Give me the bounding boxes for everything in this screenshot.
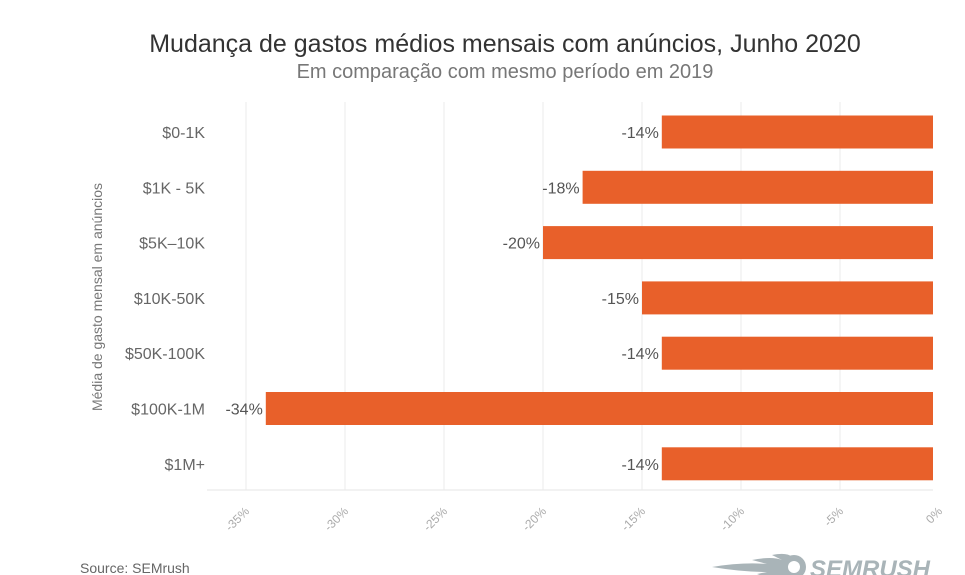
- data-label: -14%: [621, 346, 658, 363]
- data-label: -15%: [602, 291, 639, 308]
- data-label: -20%: [503, 236, 540, 253]
- data-label: -14%: [621, 125, 658, 142]
- bar: [543, 226, 933, 260]
- x-tick-label: -25%: [420, 504, 450, 534]
- bar: [661, 115, 933, 149]
- y-tick-label: $100K-1M: [131, 402, 205, 419]
- bar: [265, 392, 933, 425]
- logo-text: SEMRUSH: [810, 556, 931, 575]
- x-tick-label: -5%: [821, 504, 846, 529]
- x-tick-label: -10%: [717, 504, 747, 534]
- data-label: -14%: [621, 457, 658, 474]
- semrush-logo: SEMRUSH: [712, 553, 931, 575]
- y-tick-label: $5K–10K: [139, 236, 205, 253]
- x-tick-label: -15%: [618, 504, 648, 534]
- bar: [582, 170, 933, 204]
- y-tick-label: $1M+: [165, 457, 205, 474]
- source-note: Source: SEMrush: [80, 560, 190, 575]
- data-label: -34%: [225, 402, 262, 419]
- chart-subtitle: Em comparação com mesmo período em 2019: [296, 61, 714, 83]
- x-tick-label: -30%: [321, 504, 351, 534]
- chart-title: Mudança de gastos médios mensais com anú…: [149, 30, 861, 58]
- bar: [642, 281, 933, 315]
- data-label: -18%: [542, 180, 579, 197]
- bar: [661, 336, 933, 370]
- y-tick-label: $0-1K: [162, 125, 205, 142]
- y-tick-label: $50K-100K: [125, 346, 205, 363]
- x-tick-label: -35%: [222, 504, 252, 534]
- x-tick-label: 0%: [923, 504, 945, 526]
- x-tick-label: -20%: [519, 504, 549, 534]
- bar: [661, 447, 933, 481]
- y-tick-label: $10K-50K: [134, 291, 205, 308]
- y-tick-label: $1K - 5K: [143, 180, 206, 197]
